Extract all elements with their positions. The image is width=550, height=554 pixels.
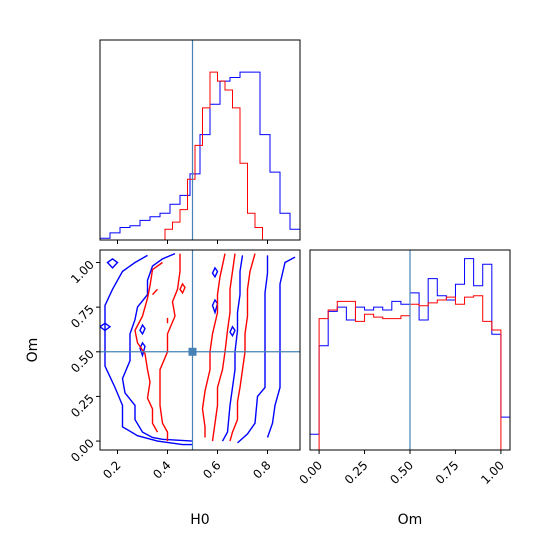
joint-ytick-label-4: 0.75 <box>68 302 97 331</box>
joint-xtick-label-3: 0.6 <box>200 458 223 481</box>
joint-contour-13 <box>134 261 163 433</box>
joint-contour-4 <box>221 255 244 442</box>
joint-contour-8 <box>106 258 119 269</box>
joint-contour-15 <box>201 253 226 438</box>
joint-contour-1 <box>104 254 193 446</box>
om-xtick-label-2: 0.25 <box>342 458 371 487</box>
joint-contour-18 <box>179 282 186 295</box>
joint-xtick-label-2: 0.4 <box>150 458 173 481</box>
joint-truth-marker <box>188 347 197 356</box>
joint-contour-2 <box>237 255 269 444</box>
joint-contour-panel: 0.2 0.4 0.6 0.8 0.00 0.25 0.50 0.75 1.00 <box>68 249 301 482</box>
om-histogram-panel: 0.00 0.25 0.50 0.75 1.00 <box>296 249 511 487</box>
joint-contour-11 <box>211 266 219 279</box>
joint-ytick-label-5: 1.00 <box>68 258 97 287</box>
x-axis-title-h0: H0 <box>190 512 209 528</box>
joint-ytick-label-1: 0.00 <box>68 436 97 465</box>
om-xtick-label-1: 0.00 <box>296 458 325 487</box>
joint-contour-7 <box>139 341 146 358</box>
h0-hist-frame <box>99 39 301 241</box>
om-hist-frame <box>309 249 511 451</box>
h0-hist-series-2 <box>164 71 270 240</box>
joint-ytick-label-3: 0.50 <box>68 347 97 376</box>
joint-contour-17 <box>229 253 256 442</box>
joint-contour-10 <box>211 298 219 315</box>
joint-frame <box>99 249 301 451</box>
joint-contour-6 <box>100 322 112 332</box>
joint-contour-5 <box>266 256 296 438</box>
x-axis-title-om: Om <box>398 512 423 528</box>
joint-xtick-label-4: 0.8 <box>250 458 273 481</box>
joint-ytick-label-2: 0.25 <box>68 391 97 420</box>
joint-xtick-label-1: 0.2 <box>100 458 123 481</box>
joint-contour-16 <box>211 253 236 442</box>
joint-contour-9 <box>139 323 146 336</box>
h0-hist-series-1 <box>100 71 300 240</box>
joint-contour-14 <box>159 253 181 442</box>
joint-contour-20 <box>151 288 159 296</box>
h0-histogram-panel <box>99 39 301 244</box>
joint-contour-3 <box>121 252 193 442</box>
joint-contour-12 <box>229 325 236 338</box>
y-axis-title-om: Om <box>25 338 41 363</box>
om-xtick-label-3: 0.50 <box>387 458 416 487</box>
om-hist-series-2 <box>318 295 502 450</box>
om-xtick-label-4: 0.75 <box>433 458 462 487</box>
om-xtick-label-5: 1.00 <box>478 458 507 487</box>
